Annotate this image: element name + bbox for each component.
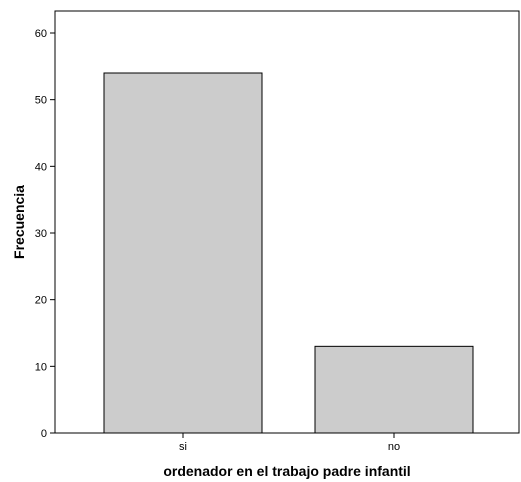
x-axis: si no (179, 433, 400, 453)
y-axis-title: Frecuencia (11, 185, 27, 259)
y-tick-label: 0 (41, 428, 47, 440)
y-tick-label: 20 (35, 295, 47, 307)
bar-si (103, 72, 263, 434)
bar-no (314, 345, 474, 434)
y-tick-label: 60 (35, 28, 47, 40)
y-tick-label: 40 (35, 161, 47, 173)
x-axis-title: ordenador en el trabajo padre infantil (163, 463, 410, 479)
y-tick-label: 10 (35, 361, 47, 373)
y-tick-label: 30 (35, 228, 47, 240)
x-tick-label-no: no (388, 441, 400, 453)
bar-series (103, 72, 474, 434)
x-tick-label-si: si (179, 441, 187, 453)
y-axis: 0 10 20 30 40 50 60 (35, 28, 55, 440)
y-tick-label: 50 (35, 95, 47, 107)
